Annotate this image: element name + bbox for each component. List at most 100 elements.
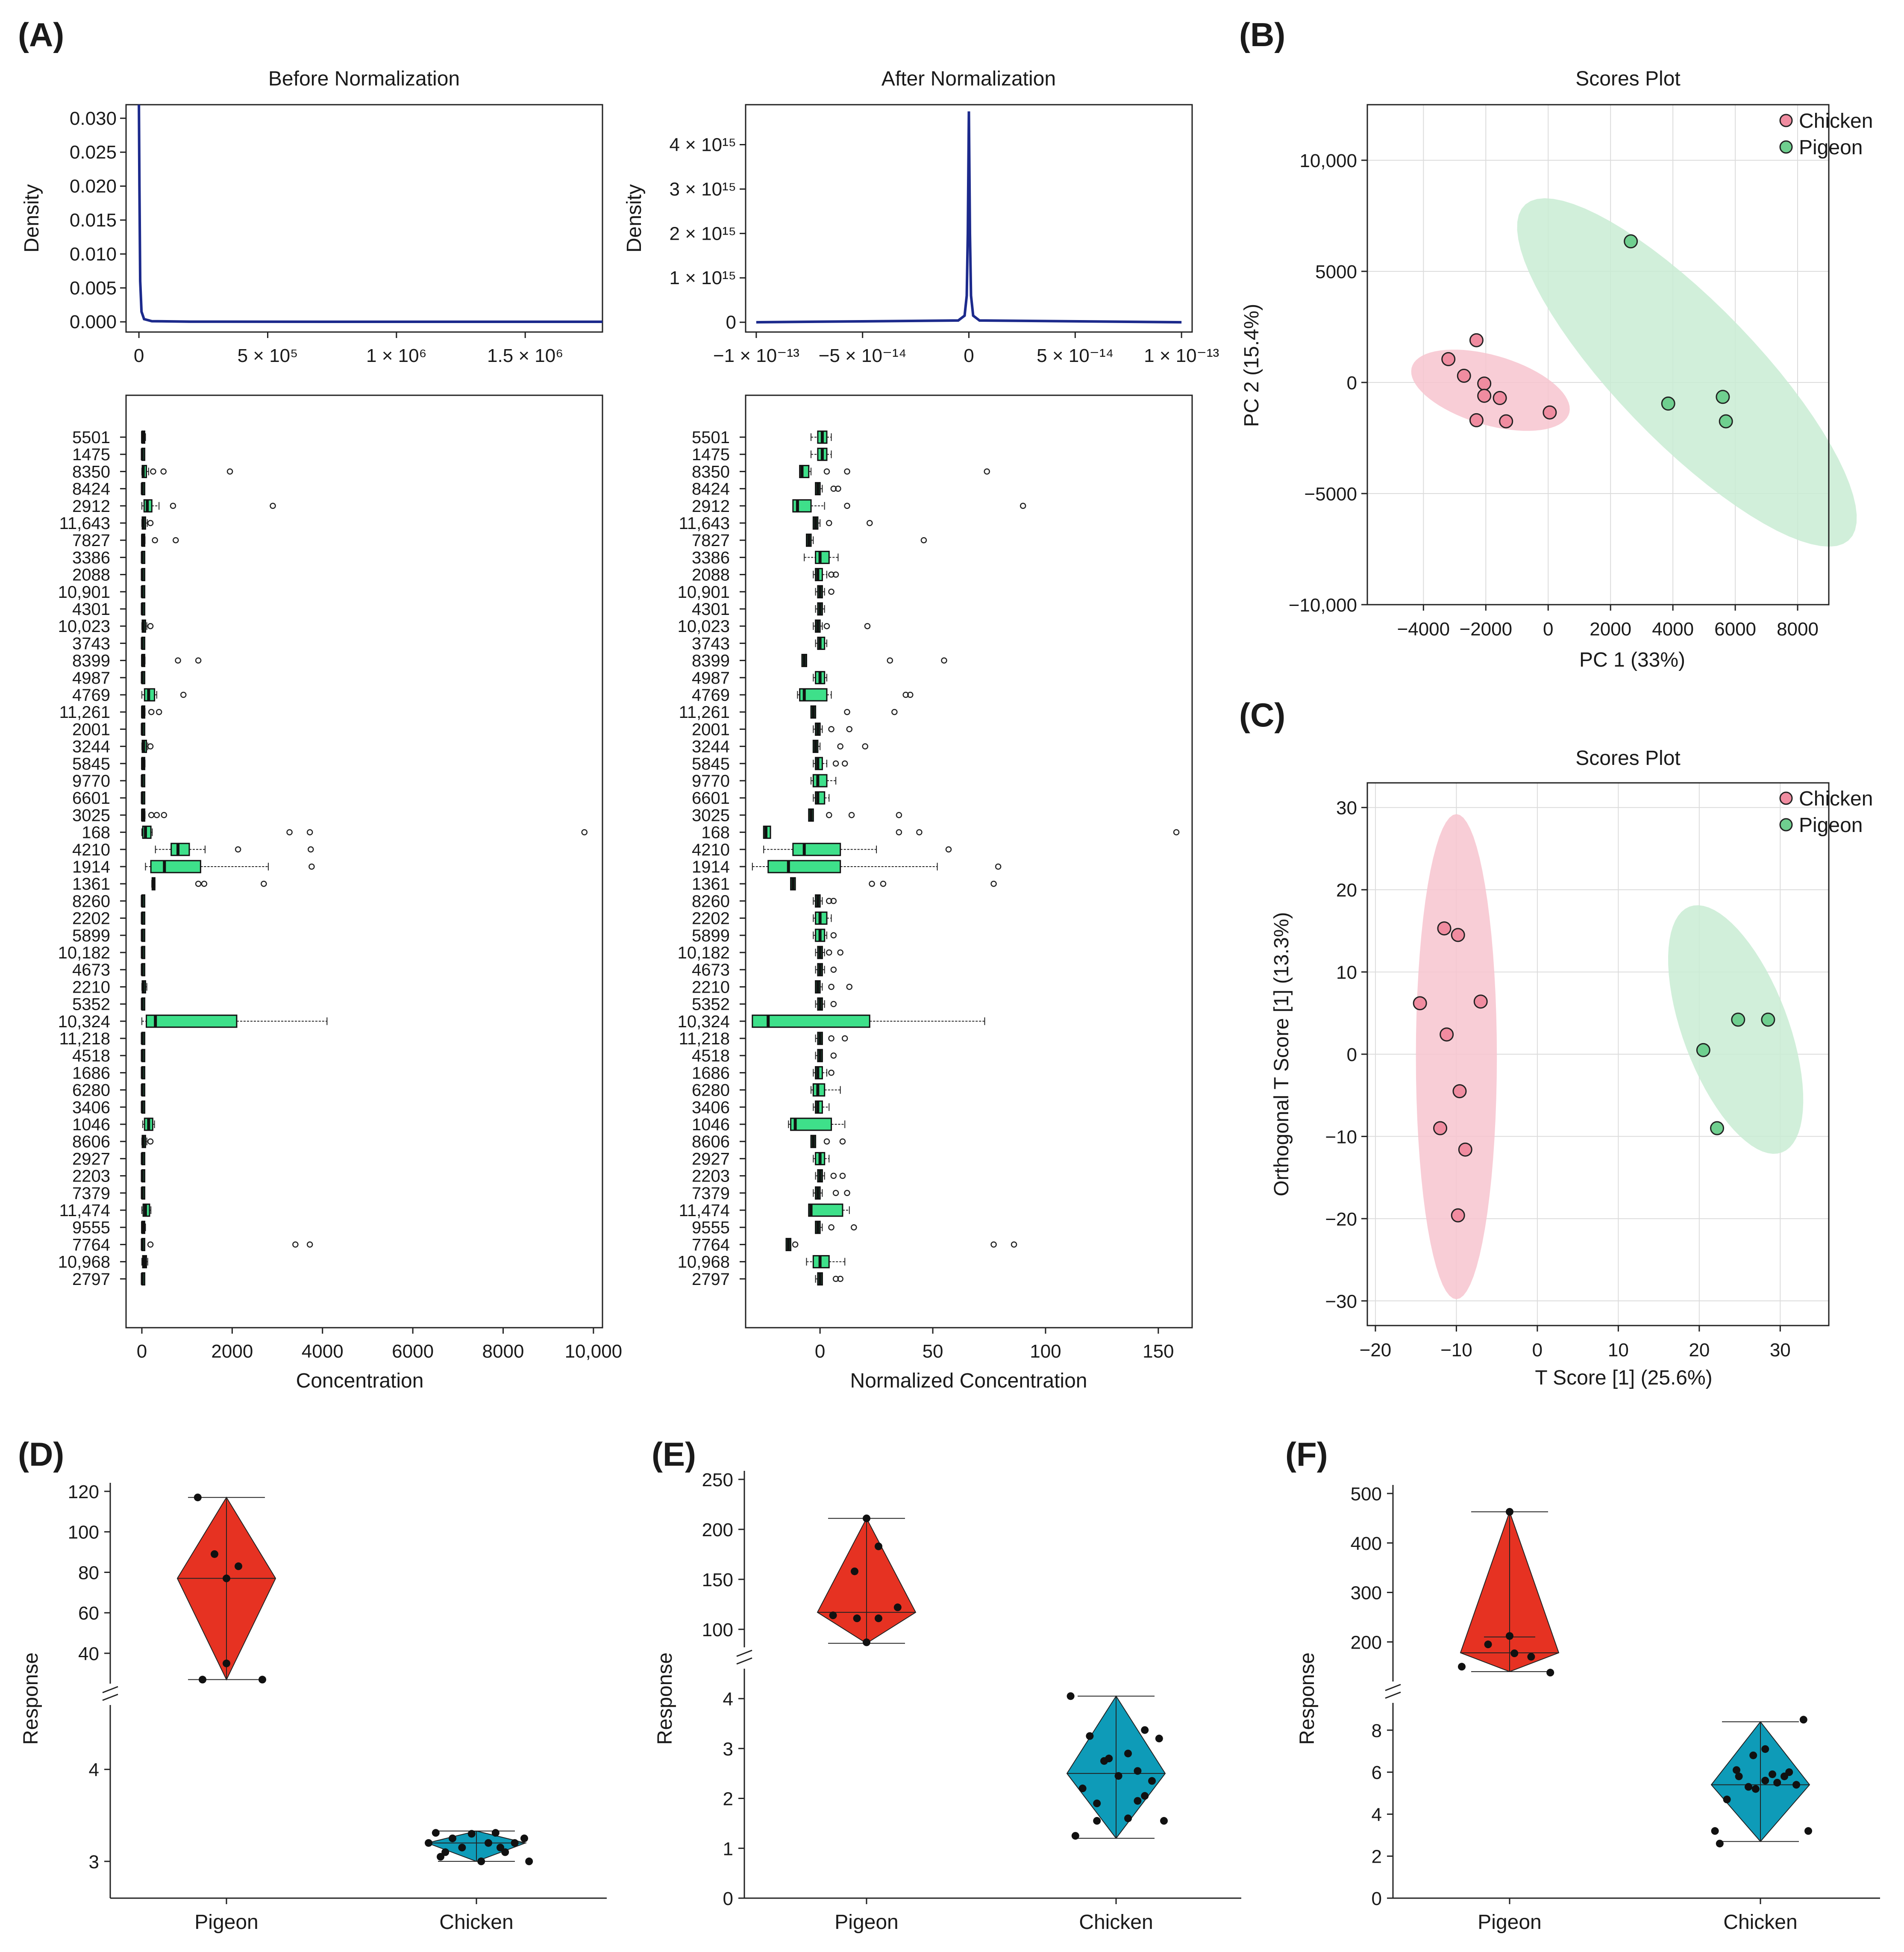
feature-label: 10,023 (678, 617, 730, 636)
outlier-point (837, 743, 843, 750)
outlier-point (148, 812, 155, 818)
box-8399 (141, 654, 202, 667)
feature-label: 10,023 (58, 617, 110, 636)
x-tick-label: −10 (1440, 1340, 1472, 1361)
feature-label: 7764 (72, 1235, 110, 1254)
box-1686 (813, 1066, 834, 1079)
outlier-point (862, 743, 868, 750)
feature-label: 7764 (692, 1235, 730, 1254)
axis-break-mark (102, 1693, 118, 1701)
x-tick-label: 4000 (302, 1341, 344, 1362)
data-point (1155, 1734, 1163, 1743)
outlier-point (170, 503, 176, 509)
outlier-point (867, 520, 873, 526)
box-2001 (813, 722, 853, 736)
chart-title: Before Normalization (268, 68, 460, 90)
outlier-point (891, 708, 898, 715)
outlier-point (841, 760, 848, 767)
feature-label: 1361 (72, 875, 110, 894)
y-tick-label: 0.010 (70, 244, 117, 265)
box-4673 (141, 963, 146, 976)
feature-label: 3244 (72, 738, 110, 756)
box-8260 (141, 894, 146, 908)
axis-break-mark (102, 1686, 118, 1693)
y-tick-label: 5000 (1315, 262, 1357, 282)
y-tick-label: 100 (702, 1620, 733, 1640)
x-tick-label: 0 (134, 345, 144, 366)
box-8350 (799, 464, 990, 478)
chart-title: After Normalization (881, 68, 1056, 90)
outlier-point (841, 1035, 848, 1042)
feature-label: 4769 (72, 686, 110, 705)
feature-label: 2210 (692, 978, 730, 997)
point-chicken (1499, 414, 1513, 429)
x-tick-label: 2000 (211, 1341, 253, 1362)
box-2202 (813, 911, 832, 925)
feature-label: 4673 (72, 961, 110, 979)
group-chicken (425, 1829, 533, 1865)
y-tick-label: 30 (1336, 798, 1357, 819)
feature-label: 4769 (692, 686, 730, 705)
y-tick-label: 0.025 (70, 142, 117, 163)
outlier-point (896, 829, 902, 835)
y-axis-label: Orthogonal T Score [1] (13.3%) (1270, 912, 1293, 1196)
box-7764 (785, 1238, 1017, 1251)
x-tick-label: 20 (1689, 1340, 1710, 1361)
data-point (1745, 1783, 1752, 1791)
outlier-point (830, 898, 837, 904)
y-tick-label: 10,000 (1299, 150, 1357, 171)
data-point (1761, 1776, 1769, 1784)
outlier-point (920, 537, 927, 544)
outlier-point (828, 588, 834, 595)
outlier-point (830, 966, 837, 973)
feature-label: 6601 (72, 789, 110, 808)
y-tick-label: 150 (702, 1570, 733, 1590)
y-tick-label: 0.015 (70, 210, 117, 231)
box-2203 (141, 1169, 146, 1183)
y-axis-label: PC 2 (15.4%) (1240, 304, 1263, 427)
plot-frame (745, 394, 1193, 1329)
chart-title: Scores Plot (1575, 747, 1680, 770)
axis-break-mark (736, 1657, 752, 1665)
data-point (1078, 1784, 1087, 1793)
density-line (138, 104, 602, 323)
data-point (1546, 1669, 1554, 1677)
box-5352 (815, 997, 837, 1011)
outlier-point (832, 760, 839, 767)
point-chicken (1493, 391, 1507, 405)
box-3244 (812, 740, 868, 753)
outlier-point (839, 1138, 846, 1145)
feature-label: 2088 (692, 566, 730, 585)
data-point (1141, 1792, 1149, 1800)
box-4987 (813, 671, 827, 685)
y-tick-label: 0 (723, 1888, 733, 1909)
outlier-point (916, 829, 923, 835)
outlier-point (147, 1138, 154, 1145)
box-8424 (815, 482, 841, 496)
y-tick-label: 4 × 10¹⁵ (670, 135, 736, 156)
x-ticks: Pigeon Chicken (194, 1898, 514, 1934)
box-5845 (813, 757, 848, 770)
axis-break-mark (1385, 1684, 1401, 1691)
feature-label: 1361 (692, 875, 730, 894)
box-1914 (145, 860, 315, 873)
feature-label: 2088 (72, 566, 110, 585)
outlier-point (235, 846, 241, 853)
legend-label-pigeon: Pigeon (1799, 136, 1863, 159)
y-axis-label: Response (20, 1652, 42, 1745)
chart-boxplot-before: 5501147583508424291211,64378273386208810… (58, 394, 622, 1392)
box-iqr (790, 1117, 832, 1131)
feature-label: 8399 (692, 652, 730, 670)
y-tick-label: 500 (1351, 1484, 1382, 1505)
feature-label: 4518 (72, 1047, 110, 1065)
feature-label: 2797 (72, 1270, 110, 1289)
x-axis-label: T Score [1] (25.6%) (1535, 1367, 1712, 1389)
feature-label: 8399 (72, 652, 110, 670)
feature-label: 11,474 (679, 1201, 730, 1220)
x-tick-label: 100 (1030, 1341, 1061, 1362)
outlier-point (832, 571, 839, 578)
x-tick-label: 150 (1143, 1341, 1174, 1362)
feature-label: 3386 (72, 548, 110, 567)
x-tick-label: −5 × 10⁻¹⁴ (819, 345, 907, 366)
data-point (1804, 1827, 1812, 1835)
